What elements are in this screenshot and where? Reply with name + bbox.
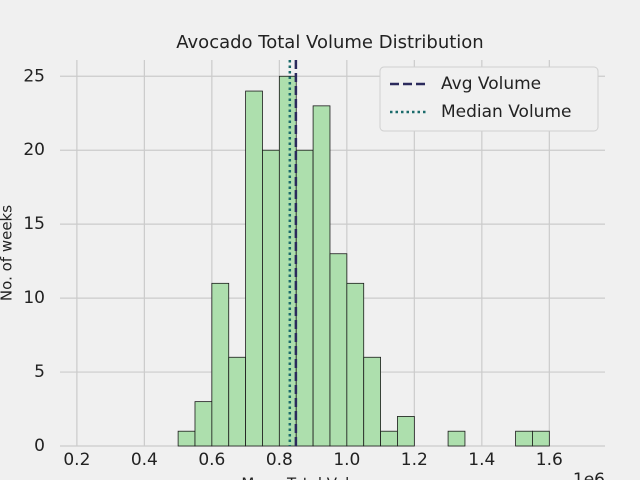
y-tick-label: 10 [23,288,45,308]
histogram-bar [346,282,365,447]
histogram-bar [194,401,213,447]
histogram-bar [278,75,297,447]
histogram-bar [262,149,280,447]
histogram-bar [245,90,263,447]
x-tick-label: 1.0 [333,450,360,470]
x-tick-label: 0.8 [266,450,293,470]
x-axis-label: Mean Total Volume [241,475,382,480]
legend-label: Avg Volume [441,74,541,94]
legend-label: Median Volume [441,102,571,122]
x-tick-label: 0.6 [198,450,225,470]
histogram-bar [295,149,314,447]
legend: Avg Volume Median Volume [379,66,599,132]
x-tick-label: 0.2 [63,450,90,470]
x-tick-label: 1.6 [536,450,563,470]
y-tick-label: 0 [34,436,45,456]
y-tick-label: 25 [23,66,45,86]
x-offset-label: 1e6 [573,470,605,480]
histogram-bar [177,430,196,447]
histogram-bar [515,430,533,447]
y-axis-label: No. of weeks [0,205,16,301]
histogram-bar [380,430,398,447]
histogram-bar [211,282,230,447]
histogram-bar [363,356,381,447]
histogram-bar [228,356,247,447]
legend-box [379,66,599,132]
histogram-bar [329,253,348,447]
histogram-bar [447,430,466,447]
y-tick-label: 20 [23,140,45,160]
y-tick-label: 5 [34,362,45,382]
chart-title: Avocado Total Volume Distribution [176,32,483,53]
x-tick-label: 1.2 [401,450,428,470]
histogram-bar [312,105,331,447]
histogram-bar [397,416,415,447]
x-tick-label: 0.4 [131,450,158,470]
histogram-bar [532,430,550,447]
x-tick-label: 1.4 [468,450,495,470]
y-tick-label: 15 [23,214,45,234]
